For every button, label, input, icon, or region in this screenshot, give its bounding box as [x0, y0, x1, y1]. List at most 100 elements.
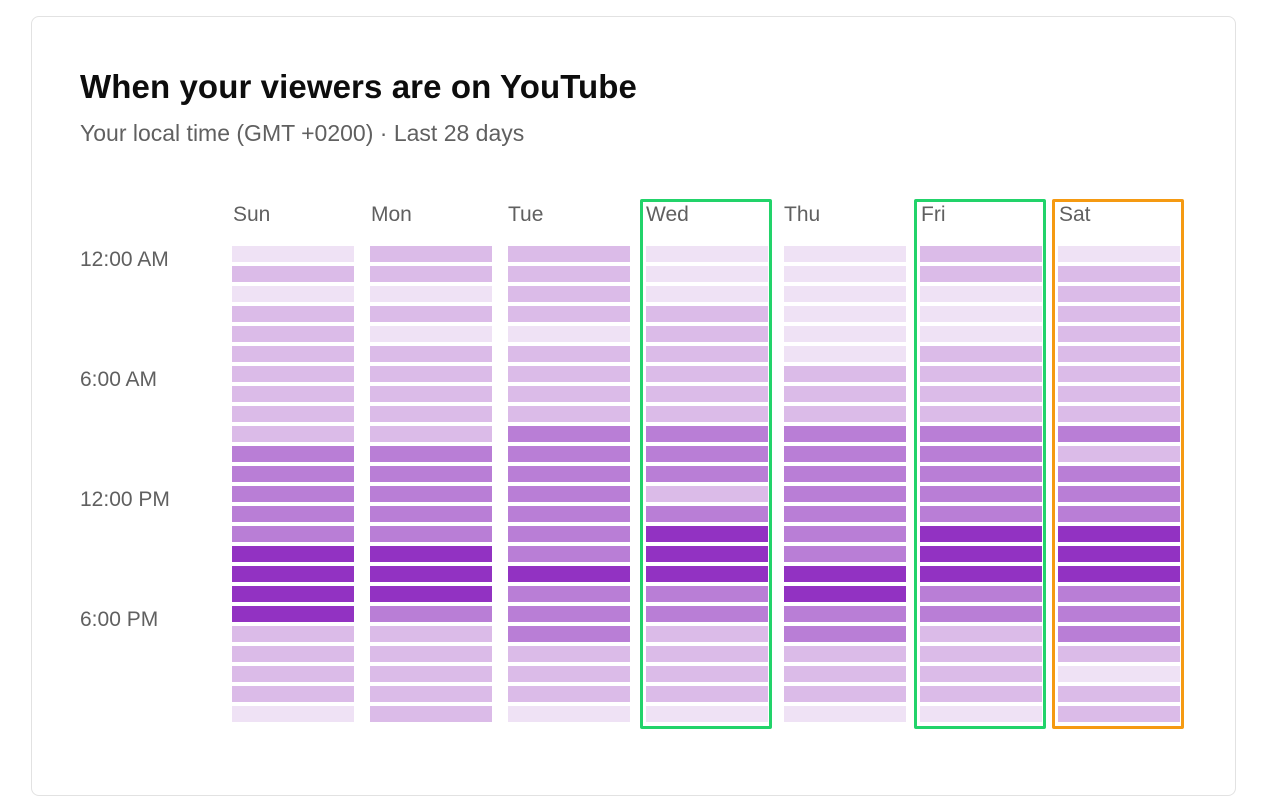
heatmap-cell-sat-11[interactable]: [1058, 466, 1180, 482]
heatmap-cell-mon-17[interactable]: [370, 586, 492, 602]
heatmap-cell-thu-20[interactable]: [784, 646, 906, 662]
heatmap-cell-mon-5[interactable]: [370, 346, 492, 362]
heatmap-cell-fri-21[interactable]: [920, 666, 1042, 682]
heatmap-cell-thu-15[interactable]: [784, 546, 906, 562]
heatmap-cell-wed-5[interactable]: [646, 346, 768, 362]
heatmap-cell-thu-17[interactable]: [784, 586, 906, 602]
heatmap-cell-wed-9[interactable]: [646, 426, 768, 442]
heatmap-cell-wed-2[interactable]: [646, 286, 768, 302]
heatmap-cell-sun-9[interactable]: [232, 426, 354, 442]
heatmap-cell-mon-20[interactable]: [370, 646, 492, 662]
heatmap-cell-tue-17[interactable]: [508, 586, 630, 602]
heatmap-cell-thu-11[interactable]: [784, 466, 906, 482]
heatmap-cell-fri-17[interactable]: [920, 586, 1042, 602]
heatmap-cell-wed-12[interactable]: [646, 486, 768, 502]
heatmap-cell-mon-23[interactable]: [370, 706, 492, 722]
heatmap-cell-sat-0[interactable]: [1058, 246, 1180, 262]
heatmap-cell-sun-19[interactable]: [232, 626, 354, 642]
heatmap-cell-tue-12[interactable]: [508, 486, 630, 502]
heatmap-cell-sun-1[interactable]: [232, 266, 354, 282]
heatmap-cell-sat-21[interactable]: [1058, 666, 1180, 682]
heatmap-cell-tue-23[interactable]: [508, 706, 630, 722]
heatmap-cell-fri-9[interactable]: [920, 426, 1042, 442]
heatmap-cell-fri-14[interactable]: [920, 526, 1042, 542]
heatmap-cell-thu-23[interactable]: [784, 706, 906, 722]
heatmap-cell-sun-16[interactable]: [232, 566, 354, 582]
heatmap-cell-tue-8[interactable]: [508, 406, 630, 422]
heatmap-cell-tue-6[interactable]: [508, 366, 630, 382]
heatmap-cell-fri-11[interactable]: [920, 466, 1042, 482]
heatmap-cell-sat-2[interactable]: [1058, 286, 1180, 302]
heatmap-cell-fri-23[interactable]: [920, 706, 1042, 722]
heatmap-cell-wed-1[interactable]: [646, 266, 768, 282]
heatmap-cell-sat-8[interactable]: [1058, 406, 1180, 422]
heatmap-cell-sat-23[interactable]: [1058, 706, 1180, 722]
heatmap-cell-wed-7[interactable]: [646, 386, 768, 402]
heatmap-cell-thu-10[interactable]: [784, 446, 906, 462]
heatmap-cell-fri-22[interactable]: [920, 686, 1042, 702]
heatmap-cell-tue-9[interactable]: [508, 426, 630, 442]
heatmap-cell-mon-9[interactable]: [370, 426, 492, 442]
heatmap-cell-sun-23[interactable]: [232, 706, 354, 722]
heatmap-cell-wed-14[interactable]: [646, 526, 768, 542]
heatmap-cell-mon-10[interactable]: [370, 446, 492, 462]
heatmap-cell-tue-1[interactable]: [508, 266, 630, 282]
heatmap-cell-mon-0[interactable]: [370, 246, 492, 262]
heatmap-cell-sat-20[interactable]: [1058, 646, 1180, 662]
heatmap-cell-fri-8[interactable]: [920, 406, 1042, 422]
heatmap-cell-sun-14[interactable]: [232, 526, 354, 542]
heatmap-cell-sun-6[interactable]: [232, 366, 354, 382]
heatmap-cell-sun-10[interactable]: [232, 446, 354, 462]
heatmap-cell-sat-22[interactable]: [1058, 686, 1180, 702]
heatmap-cell-wed-20[interactable]: [646, 646, 768, 662]
heatmap-cell-wed-18[interactable]: [646, 606, 768, 622]
heatmap-cell-mon-15[interactable]: [370, 546, 492, 562]
heatmap-cell-sun-15[interactable]: [232, 546, 354, 562]
heatmap-cell-thu-7[interactable]: [784, 386, 906, 402]
heatmap-cell-sat-3[interactable]: [1058, 306, 1180, 322]
heatmap-cell-fri-0[interactable]: [920, 246, 1042, 262]
heatmap-cell-tue-20[interactable]: [508, 646, 630, 662]
heatmap-cell-tue-22[interactable]: [508, 686, 630, 702]
heatmap-cell-tue-13[interactable]: [508, 506, 630, 522]
heatmap-cell-sun-13[interactable]: [232, 506, 354, 522]
heatmap-cell-thu-2[interactable]: [784, 286, 906, 302]
heatmap-cell-fri-6[interactable]: [920, 366, 1042, 382]
heatmap-cell-thu-5[interactable]: [784, 346, 906, 362]
heatmap-cell-wed-16[interactable]: [646, 566, 768, 582]
heatmap-cell-sat-17[interactable]: [1058, 586, 1180, 602]
heatmap-cell-sun-2[interactable]: [232, 286, 354, 302]
heatmap-cell-wed-3[interactable]: [646, 306, 768, 322]
heatmap-cell-mon-8[interactable]: [370, 406, 492, 422]
heatmap-cell-tue-3[interactable]: [508, 306, 630, 322]
heatmap-cell-wed-4[interactable]: [646, 326, 768, 342]
heatmap-cell-tue-19[interactable]: [508, 626, 630, 642]
heatmap-cell-sun-22[interactable]: [232, 686, 354, 702]
heatmap-cell-tue-7[interactable]: [508, 386, 630, 402]
heatmap-cell-thu-16[interactable]: [784, 566, 906, 582]
heatmap-cell-sun-21[interactable]: [232, 666, 354, 682]
heatmap-cell-fri-20[interactable]: [920, 646, 1042, 662]
heatmap-cell-fri-16[interactable]: [920, 566, 1042, 582]
heatmap-cell-thu-18[interactable]: [784, 606, 906, 622]
heatmap-cell-thu-14[interactable]: [784, 526, 906, 542]
heatmap-cell-sat-10[interactable]: [1058, 446, 1180, 462]
heatmap-cell-thu-12[interactable]: [784, 486, 906, 502]
heatmap-cell-mon-22[interactable]: [370, 686, 492, 702]
heatmap-cell-tue-14[interactable]: [508, 526, 630, 542]
heatmap-cell-wed-6[interactable]: [646, 366, 768, 382]
heatmap-cell-sat-19[interactable]: [1058, 626, 1180, 642]
heatmap-cell-sat-5[interactable]: [1058, 346, 1180, 362]
heatmap-cell-fri-15[interactable]: [920, 546, 1042, 562]
heatmap-cell-fri-4[interactable]: [920, 326, 1042, 342]
heatmap-cell-sat-6[interactable]: [1058, 366, 1180, 382]
heatmap-cell-sat-13[interactable]: [1058, 506, 1180, 522]
heatmap-cell-thu-8[interactable]: [784, 406, 906, 422]
heatmap-cell-mon-4[interactable]: [370, 326, 492, 342]
heatmap-cell-sat-1[interactable]: [1058, 266, 1180, 282]
heatmap-cell-fri-18[interactable]: [920, 606, 1042, 622]
heatmap-cell-sat-18[interactable]: [1058, 606, 1180, 622]
heatmap-cell-wed-21[interactable]: [646, 666, 768, 682]
heatmap-cell-tue-16[interactable]: [508, 566, 630, 582]
heatmap-cell-fri-12[interactable]: [920, 486, 1042, 502]
